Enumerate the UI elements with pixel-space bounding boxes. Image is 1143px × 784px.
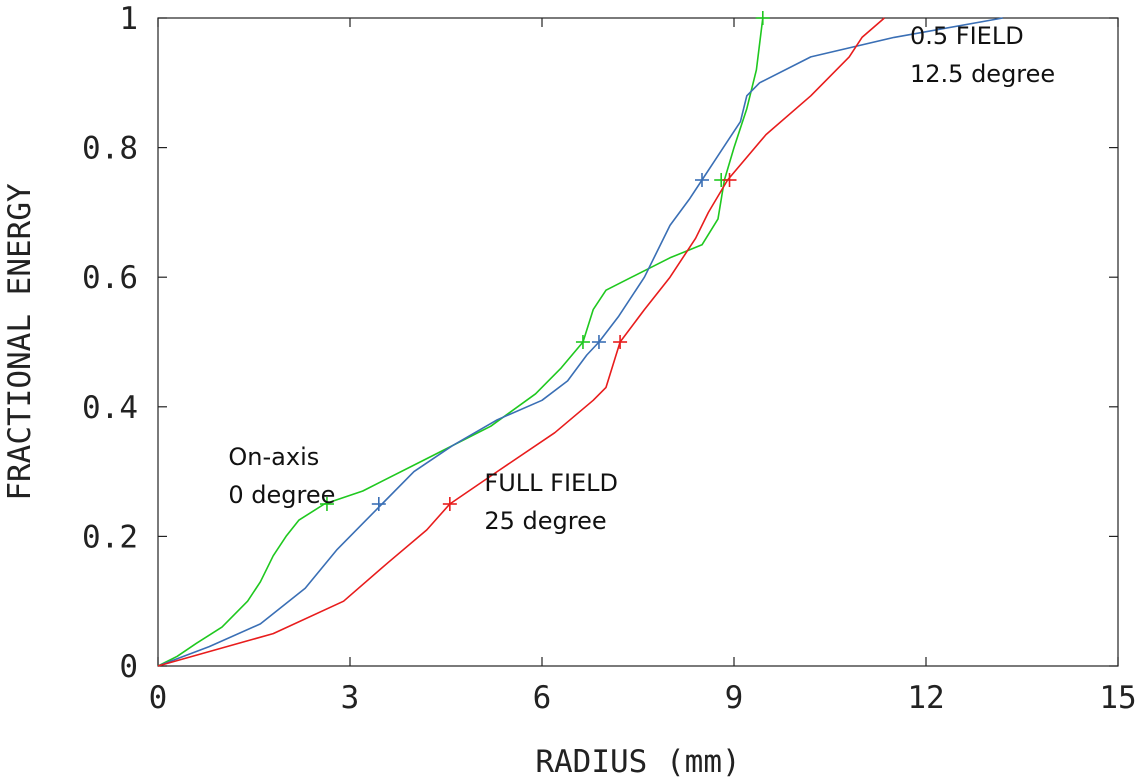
on-axis-marker-1 [575, 335, 590, 349]
x-tick-label: 0 [149, 680, 168, 716]
x-tick-label: 9 [725, 680, 744, 716]
on-axis-label-line-0: On-axis [228, 443, 319, 471]
x-tick-label: 6 [533, 680, 552, 716]
full-field-marker-2 [722, 173, 737, 187]
full-field-label-line-0: FULL FIELD [484, 469, 618, 497]
half-field-marker-0 [371, 497, 386, 511]
annotation-layer: On-axis 0 degree FULL FIELD 25 degree 0.5 FI… [228, 22, 1055, 535]
marker-layer [319, 11, 770, 511]
half-field-marker-1 [591, 335, 606, 349]
half-field-label-line-1: 12.5 degree [910, 60, 1055, 88]
y-tick-label: 0.8 [82, 131, 138, 167]
x-tick-label: 3 [341, 680, 360, 716]
y-tick-label: 0.2 [82, 519, 138, 555]
x-axis-title: RADIUS (mm) [535, 744, 740, 780]
x-tick-label: 15 [1099, 680, 1136, 716]
on-axis-marker-0 [319, 497, 334, 511]
full-field-marker-0 [442, 497, 457, 511]
plot-frame [157, 17, 1119, 667]
on-axis-curve [157, 17, 764, 667]
y-tick-label: 0 [119, 649, 138, 685]
y-tick-label: 0.4 [82, 390, 138, 426]
x-tick-label: 12 [907, 680, 944, 716]
half-field-label-line-0: 0.5 FIELD [910, 22, 1024, 50]
y-axis-title: FRACTIONAL ENERGY [2, 183, 38, 501]
y-tick-label: 1 [119, 1, 138, 37]
on-axis-label-line-1: 0 degree [228, 481, 335, 509]
full-field-marker-1 [613, 335, 628, 349]
axis-ticks [157, 17, 1119, 667]
on-axis-marker-3 [755, 11, 770, 25]
tick-labels: 0 3 6 9 12 15 0 0.2 0.4 0.6 0.8 1 [82, 1, 1137, 716]
half-field-marker-2 [695, 173, 709, 187]
full-field-label-line-1: 25 degree [484, 507, 606, 535]
y-tick-label: 0.6 [82, 260, 138, 296]
